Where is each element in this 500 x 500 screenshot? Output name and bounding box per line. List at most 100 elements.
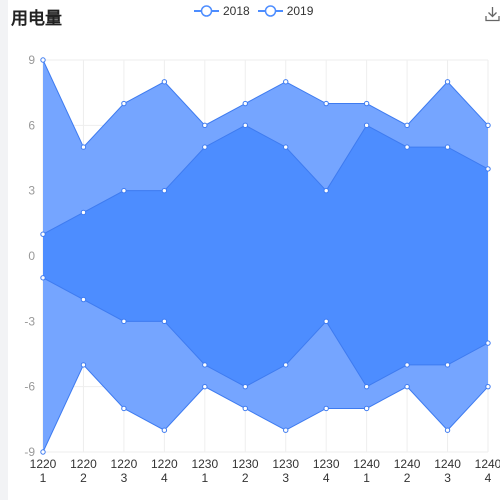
- series-2018-line-top: [42, 59, 489, 148]
- x-tick-label-line: 3: [444, 471, 451, 485]
- x-tick-label: 1220 1: [30, 457, 57, 485]
- series-2019-point: [40, 275, 46, 281]
- series-2018-point: [283, 79, 289, 85]
- x-tick-label: 1240 4: [475, 457, 500, 485]
- x-tick-label-line: 1230: [272, 457, 299, 471]
- series-2019-point: [404, 362, 410, 368]
- series-2019-point: [404, 144, 410, 150]
- download-icon[interactable]: [485, 6, 500, 22]
- series-2019-point: [485, 340, 491, 346]
- series-2018-point: [80, 144, 87, 150]
- x-tick-label-line: 1: [40, 471, 47, 485]
- series-2019-point: [363, 122, 370, 129]
- series-2018-point: [323, 100, 329, 107]
- series-2018-point: [242, 100, 248, 107]
- y-tick-label: -6: [24, 380, 35, 394]
- x-tick-label-line: 1: [363, 471, 370, 485]
- series-2018-point: [323, 405, 329, 412]
- series-2018-point: [242, 405, 248, 412]
- x-tick-label: 1230 2: [232, 457, 259, 485]
- series-2019-point: [485, 166, 491, 172]
- series-2019-point: [202, 144, 208, 150]
- x-tick-label-line: 1240: [475, 457, 500, 471]
- y-tick-label: 3: [28, 184, 35, 198]
- x-tick-label: 1240 3: [434, 457, 461, 485]
- x-tick-label: 1240 1: [353, 457, 380, 485]
- series-2018-point: [161, 427, 168, 433]
- legend-marker-icon: [194, 5, 219, 17]
- series-2019-point: [80, 209, 87, 216]
- legend-item-2019[interactable]: 2019: [257, 4, 314, 18]
- series-2019-point: [444, 144, 451, 150]
- x-tick-label-line: 1220: [151, 457, 178, 471]
- series-2019-point: [283, 144, 289, 150]
- series-2018-point: [485, 383, 491, 390]
- series-2018-point: [444, 427, 451, 433]
- x-tick-label: 1220 2: [70, 457, 97, 485]
- series-2018-point: [40, 57, 46, 63]
- x-tick-label-line: 4: [323, 471, 330, 485]
- series-2018-point: [363, 100, 370, 107]
- x-tick-label: 1230 3: [272, 457, 299, 485]
- series-2018-point: [121, 100, 127, 107]
- x-tick-label-line: 2: [80, 471, 87, 485]
- y-tick-label: 0: [28, 249, 35, 263]
- x-tick-label-line: 1220: [70, 457, 97, 471]
- series-2019-point: [161, 187, 168, 194]
- series-2018-point: [404, 122, 410, 129]
- series-2019-point: [283, 362, 289, 368]
- x-tick-label-line: 2: [242, 471, 249, 485]
- series-2019-line-top: [42, 124, 489, 235]
- series-2019-line-bottom: [42, 277, 489, 388]
- series-2018-point: [80, 362, 87, 368]
- series-2019-point: [363, 383, 370, 390]
- chart-title: 用电量: [11, 9, 62, 28]
- left-panel-edge: [0, 0, 8, 500]
- x-tick-label: 1230 4: [313, 457, 340, 485]
- series-2019-point: [161, 318, 168, 325]
- y-tick-label: 9: [28, 53, 35, 67]
- legend-label-2018: 2018: [223, 4, 250, 18]
- series-2018-line-bottom: [42, 364, 489, 453]
- series-2019-point: [40, 231, 46, 237]
- legend: 2018 2019: [194, 2, 313, 20]
- series-2018-point: [485, 122, 491, 129]
- x-tick-label-line: 4: [485, 471, 492, 485]
- series-2019-point: [323, 187, 329, 194]
- series-2018-point: [444, 79, 451, 85]
- y-tick-label: 6: [28, 118, 35, 132]
- series-2018-point: [283, 427, 289, 433]
- x-tick-label-line: 1220: [30, 457, 57, 471]
- series-2019-point: [121, 187, 127, 194]
- y-tick-label: -3: [24, 314, 35, 328]
- series-2018-point: [161, 79, 168, 85]
- x-tick-label-line: 1240: [394, 457, 421, 471]
- series-2019-point: [444, 362, 451, 368]
- series-2019-point: [121, 318, 127, 325]
- series-2019-point: [242, 122, 248, 129]
- x-tick-label-line: 1240: [434, 457, 461, 471]
- series-2018-point: [404, 383, 410, 390]
- x-tick-label-line: 1230: [232, 457, 259, 471]
- series-2019-point: [242, 383, 248, 390]
- y-tick-label: -9: [24, 445, 35, 459]
- series-2018-point: [202, 383, 208, 390]
- legend-marker-icon: [257, 5, 283, 17]
- x-tick-label-line: 1230: [313, 457, 340, 471]
- x-tick-label-line: 2: [404, 471, 411, 485]
- series-2019-point: [80, 296, 87, 303]
- series-2018-point: [202, 122, 208, 129]
- x-tick-label-line: 3: [121, 471, 128, 485]
- x-tick-label-line: 1230: [191, 457, 218, 471]
- legend-label-2019: 2019: [286, 4, 314, 18]
- series-2018-point: [363, 405, 370, 412]
- legend-item-2018[interactable]: 2018: [194, 4, 250, 18]
- x-tick-label-line: 3: [282, 471, 289, 485]
- x-tick-label-line: 1240: [353, 457, 380, 471]
- x-tick-label-line: 1220: [111, 457, 138, 471]
- x-tick-label-line: 1: [201, 471, 208, 485]
- series-2018-point: [121, 405, 127, 412]
- x-tick-label: 1220 4: [151, 457, 178, 485]
- series-2018-point: [40, 449, 46, 455]
